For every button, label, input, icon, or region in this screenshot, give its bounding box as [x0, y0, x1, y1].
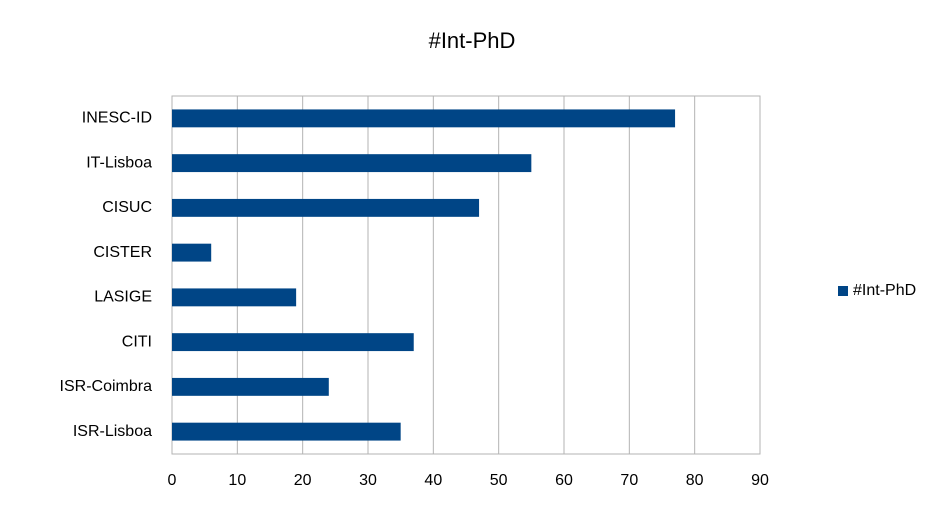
y-tick-label: CISTER [93, 244, 152, 261]
x-tick-label: 60 [555, 472, 573, 489]
y-tick-label: CISUC [102, 199, 152, 216]
y-tick-label: ISR-Lisboa [73, 423, 152, 440]
y-tick-label: ISR-Coimbra [60, 378, 153, 395]
x-tick-label: 80 [686, 472, 704, 489]
chart-title: #Int-PhD [429, 28, 516, 53]
x-tick-label: 90 [751, 472, 769, 489]
bar [172, 154, 532, 173]
x-tick-label: 0 [168, 472, 177, 489]
bar [172, 377, 329, 396]
x-tick-label: 30 [359, 472, 377, 489]
x-tick-label: 70 [620, 472, 638, 489]
x-tick-label: 10 [228, 472, 246, 489]
x-tick-label: 50 [490, 472, 508, 489]
bar [172, 422, 401, 441]
y-tick-label: LASIGE [94, 289, 152, 306]
x-tick-label: 40 [424, 472, 442, 489]
bar [172, 198, 480, 217]
bar [172, 288, 297, 307]
legend-swatch [838, 286, 848, 296]
y-tick-label: IT-Lisboa [86, 154, 152, 171]
bar [172, 333, 414, 352]
y-tick-label: CITI [122, 333, 152, 350]
plot-border [171, 95, 761, 455]
legend-label: #Int-PhD [853, 282, 916, 299]
bar [172, 109, 676, 128]
x-tick-label: 20 [294, 472, 312, 489]
bar [172, 243, 212, 262]
y-tick-label: INESC-ID [82, 110, 152, 127]
